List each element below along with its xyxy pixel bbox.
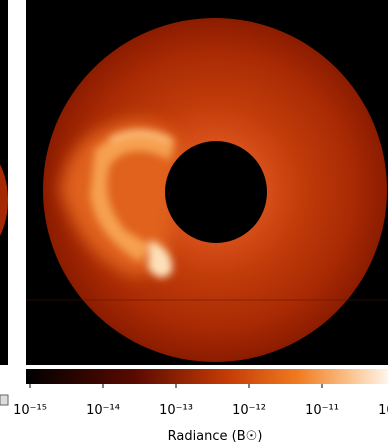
tick-label: 10⁻¹⁰ — [378, 403, 388, 418]
left-panel — [0, 0, 8, 365]
tick-label: 10⁻¹² — [232, 403, 266, 418]
coronagraph-image — [26, 0, 388, 365]
colorbar-label: Radiance (B☉) — [168, 429, 263, 444]
tick-label: 10⁻¹⁴ — [86, 403, 120, 418]
figure: Radiance (B☉) 10⁻¹⁵ 10⁻¹⁴ 10⁻¹³ 10⁻¹² 10⁻¹¹ 1… — [0, 0, 388, 448]
tick-label: 10⁻¹³ — [159, 403, 193, 418]
tick-label: 10⁻¹⁵ — [13, 403, 47, 418]
colorbar — [26, 369, 388, 384]
tick-label: 10⁻¹¹ — [305, 403, 339, 418]
small-box — [0, 395, 8, 405]
